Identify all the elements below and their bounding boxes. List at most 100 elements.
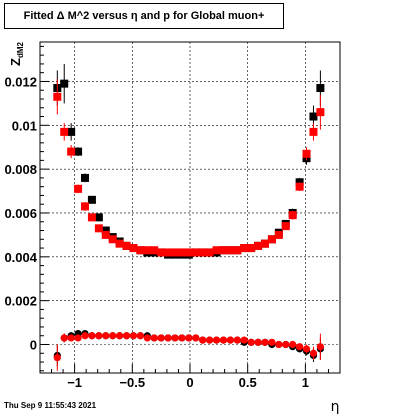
data-point [268, 338, 276, 346]
data-point [316, 84, 325, 93]
data-point [178, 334, 186, 342]
data-point [288, 211, 297, 220]
data-point [212, 246, 221, 255]
data-point [67, 334, 75, 342]
y-tick-label: 0.006 [4, 206, 37, 221]
data-point [88, 332, 96, 340]
data-point [67, 147, 76, 156]
data-point [116, 332, 124, 340]
data-point [226, 336, 234, 344]
data-point [87, 213, 96, 222]
data-point [94, 213, 103, 222]
data-point [309, 349, 318, 357]
data-point [143, 334, 151, 342]
data-point [274, 230, 283, 239]
data-point [129, 244, 138, 253]
data-point [150, 334, 158, 342]
data-point [261, 239, 269, 248]
data-point [95, 332, 103, 340]
x-tick-label: 0 [186, 375, 193, 390]
data-point [302, 345, 311, 353]
data-point [275, 340, 283, 349]
data-point [108, 235, 117, 244]
data-point [205, 248, 214, 257]
data-point [157, 334, 165, 342]
data-point [233, 336, 241, 344]
data-point [143, 246, 152, 255]
data-point [171, 248, 179, 257]
data-point [316, 108, 325, 117]
data-point [267, 235, 276, 244]
chart-title: Fitted Δ M^2 versus η and p for Global m… [23, 10, 265, 22]
data-point [240, 336, 248, 344]
data-point [94, 224, 103, 233]
data-point [192, 334, 200, 342]
data-point [219, 246, 228, 255]
x-axis-label: η [331, 399, 340, 414]
data-point [53, 92, 62, 101]
data-point [157, 248, 166, 257]
data-point [164, 334, 172, 342]
data-point [87, 195, 96, 204]
data-point [81, 202, 89, 211]
data-point [184, 248, 193, 257]
y-tick-label: 0.008 [4, 162, 37, 177]
data-point [102, 332, 110, 340]
y-tick-label: 0 [30, 338, 37, 353]
data-point [122, 241, 131, 250]
data-point [67, 127, 76, 136]
data-point [247, 244, 256, 253]
x-tick-label: −0.5 [119, 375, 145, 390]
data-point [101, 226, 110, 235]
data-point [74, 334, 82, 342]
axis-labels: ZdM2 η [8, 41, 339, 414]
data-markers [53, 63, 325, 371]
y-tick-label: 0.002 [4, 294, 37, 309]
data-point [261, 338, 269, 346]
data-point [60, 79, 69, 88]
grid-lines [40, 42, 340, 373]
data-point [309, 112, 318, 121]
data-point [206, 336, 214, 344]
data-point [302, 149, 311, 158]
data-point [171, 334, 179, 342]
data-point [254, 338, 262, 346]
data-point [309, 127, 318, 136]
data-point [136, 246, 145, 255]
data-point [281, 222, 290, 231]
timestamp-footer: Thu Sep 9 11:55:43 2021 [4, 401, 97, 410]
axis-ticks: 0 0.002 0.004 0.006 0.008 0.01 0.012 −1 −0.5 0 0.5… [4, 45, 329, 390]
data-point [240, 244, 249, 253]
data-point [150, 246, 159, 255]
data-point [233, 246, 242, 255]
data-point [226, 246, 235, 255]
x-tick-label: −1 [67, 375, 82, 390]
title-box: Fitted Δ M^2 versus η and p for Global m… [4, 3, 284, 29]
data-point [81, 173, 89, 182]
data-point [60, 334, 68, 342]
data-point [219, 336, 228, 344]
data-point [115, 239, 124, 248]
y-tick-label: 0.01 [12, 118, 37, 133]
series-3 [53, 332, 324, 371]
data-point [177, 248, 186, 257]
data-point [282, 340, 290, 349]
x-tick-label: 1 [302, 375, 309, 390]
data-point [101, 230, 110, 239]
data-point [198, 248, 207, 257]
data-point [212, 336, 221, 344]
data-point [81, 332, 89, 340]
x-tick-label: 0.5 [239, 375, 257, 390]
data-point [74, 147, 83, 156]
data-point [129, 332, 138, 340]
data-point [247, 338, 255, 346]
data-point [295, 182, 304, 191]
data-point [296, 343, 304, 351]
data-point [164, 248, 173, 257]
data-point [60, 127, 69, 136]
y-axis-label: ZdM2 [8, 41, 25, 66]
data-point [74, 184, 83, 193]
data-point [109, 332, 117, 340]
data-point [254, 241, 263, 250]
